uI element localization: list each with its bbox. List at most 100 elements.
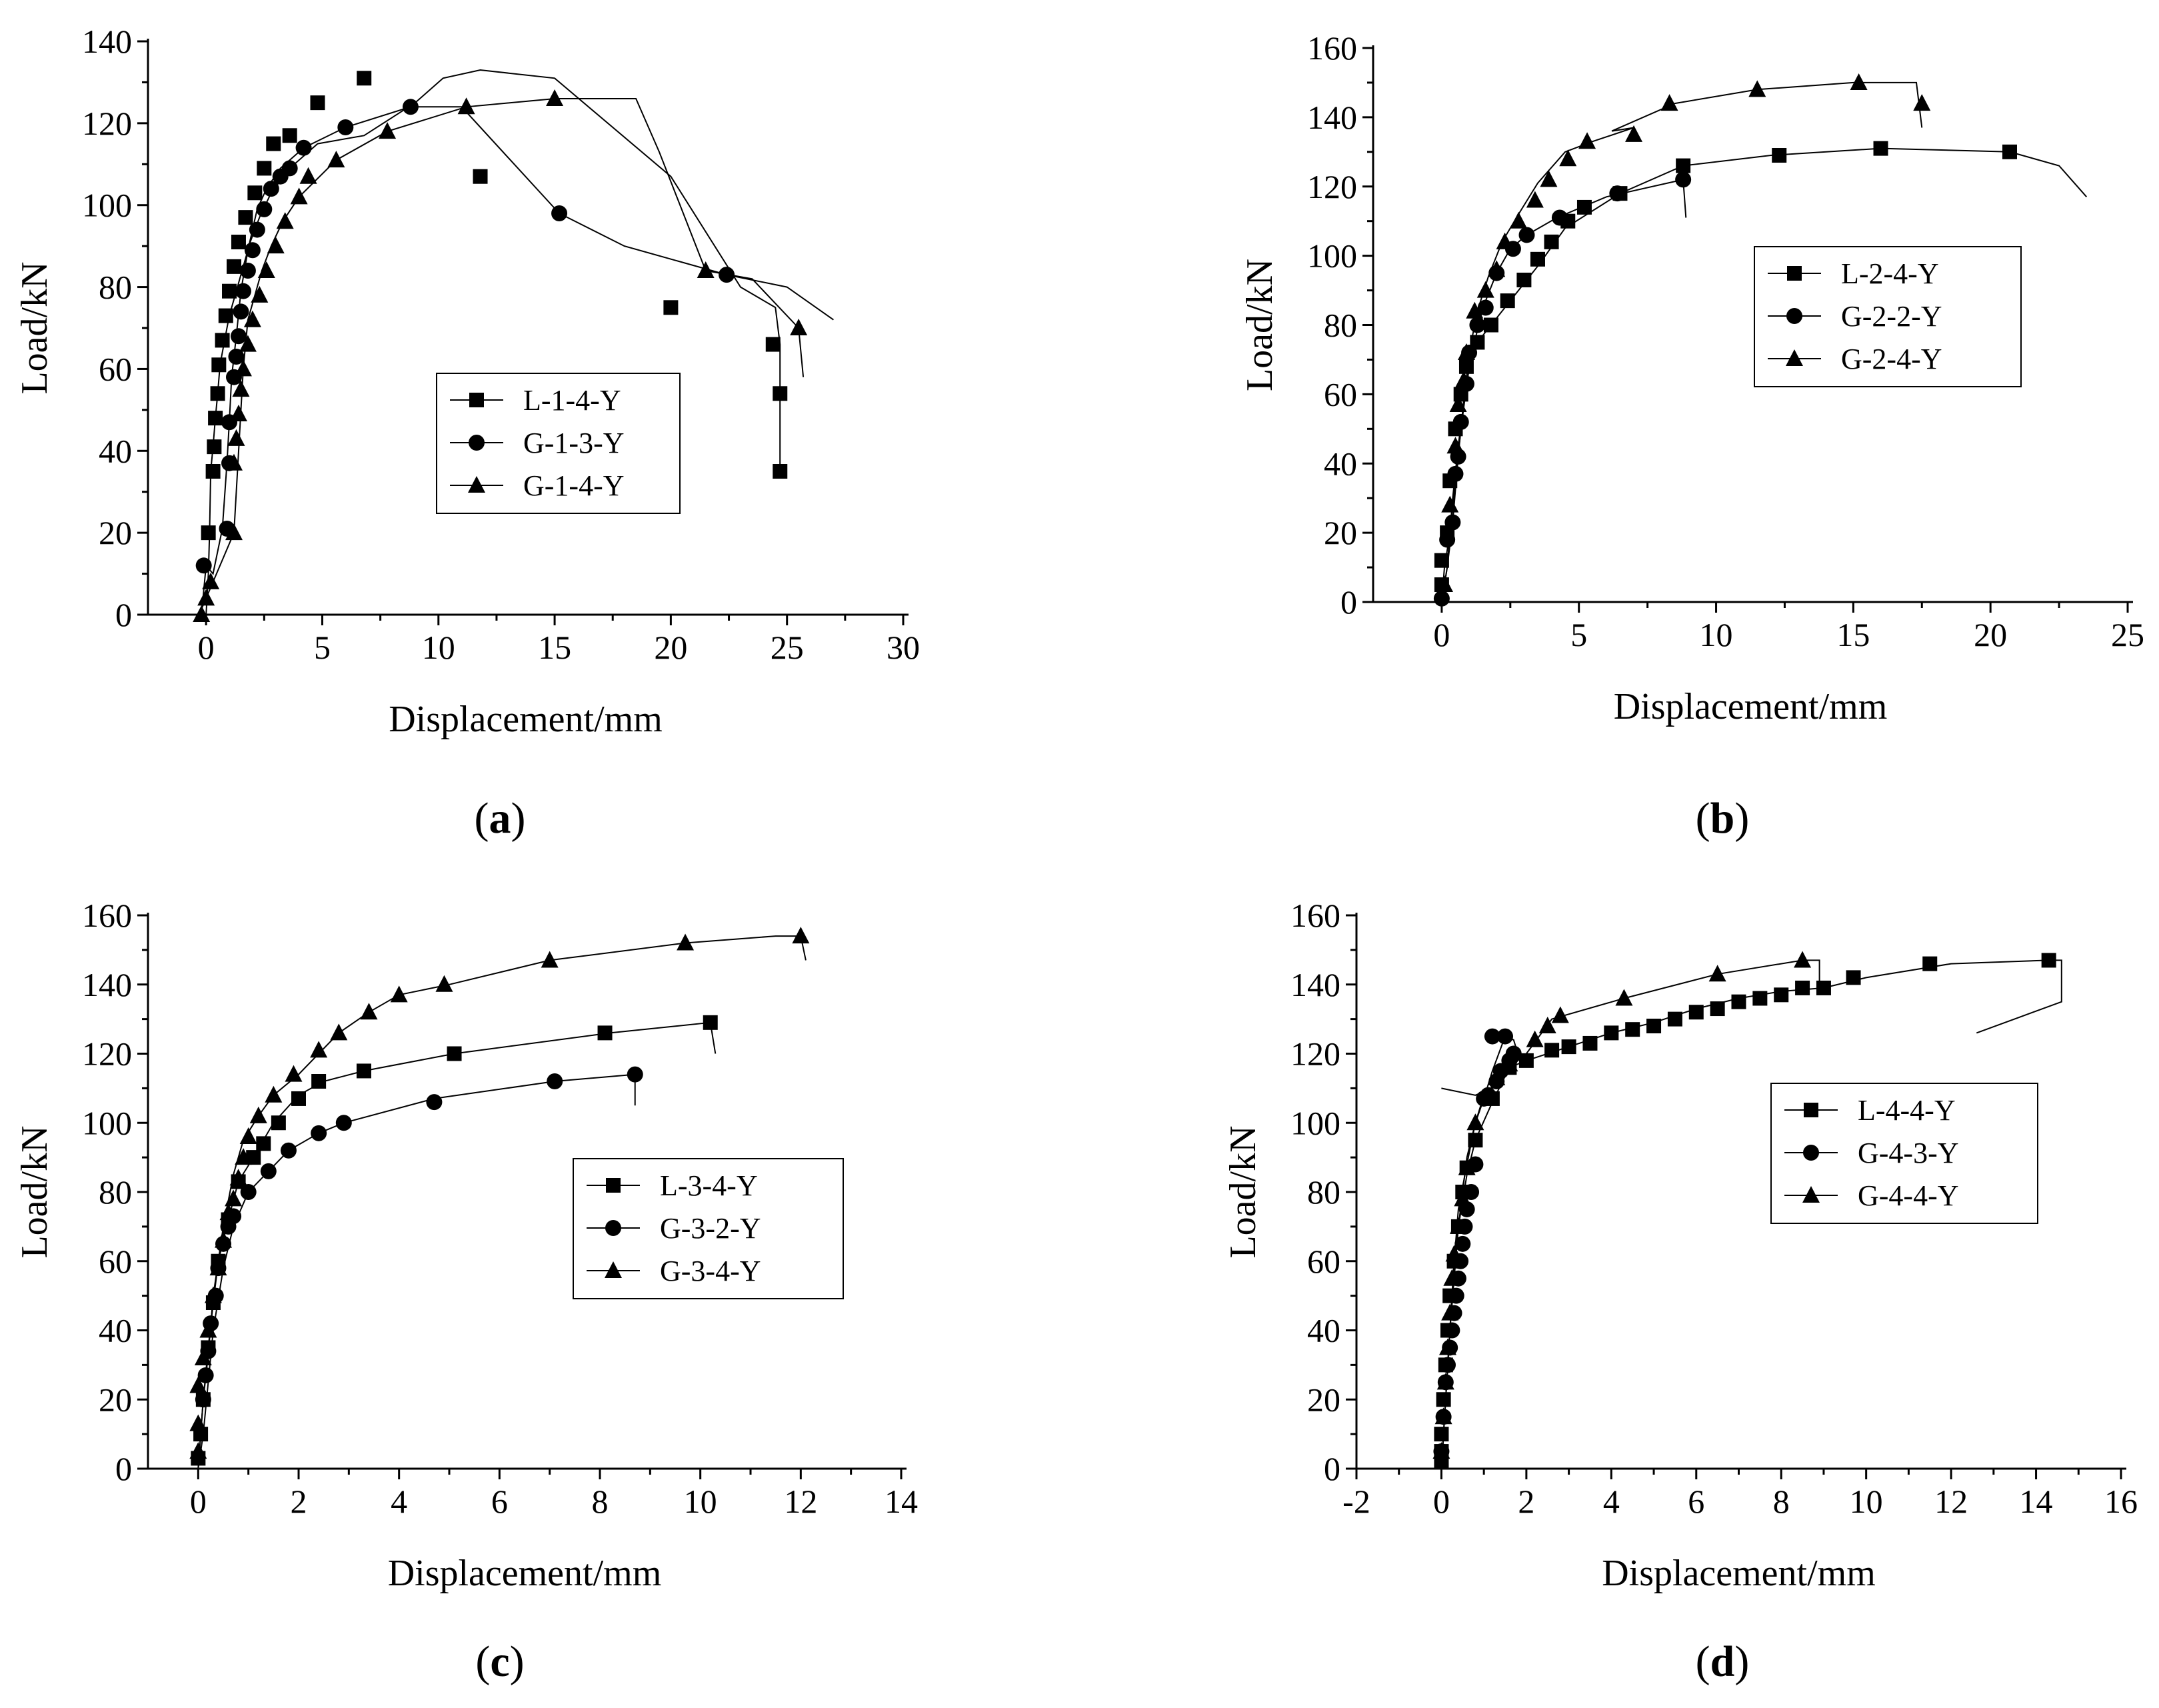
circle-marker [239,263,256,279]
y-tick-label: 120 [1290,1035,1340,1073]
y-tick-label: 0 [115,1450,132,1487]
x-tick-label: 15 [1836,616,1870,653]
circle-marker [1484,1028,1500,1045]
x-tick-label: 10 [1700,616,1733,653]
triangle-marker [1441,495,1459,513]
x-axis-label: Displacement/mm [1602,1553,1876,1594]
circle-marker [263,181,279,197]
square-marker [205,464,221,479]
y-tick-label: 120 [82,1035,132,1073]
y-tick-label: 20 [1324,514,1357,551]
y-tick-label: 0 [1324,1450,1340,1487]
square-marker [1576,199,1592,215]
x-tick-label: 20 [654,629,687,666]
triangle-marker [215,1231,232,1248]
series-line [205,69,781,615]
square-marker [207,439,222,455]
y-tick-label: 100 [1307,237,1357,275]
triangle-marker [204,1286,222,1303]
y-tick-label: 140 [1290,966,1340,1003]
square-marker [1544,234,1559,249]
square-marker [1516,272,1532,287]
circle-marker [235,283,251,299]
square-marker [1846,970,1861,985]
y-axis-label: Load/kN [1239,259,1280,391]
x-tick-label: 4 [391,1483,407,1520]
legend-label: G-1-3-Y [523,427,625,459]
x-tick-label: 14 [885,1483,918,1520]
square-marker [266,136,281,151]
square-marker [257,161,272,176]
triangle-marker [189,1442,207,1459]
legend-triangle-icon [468,476,485,493]
triangle-marker [225,453,243,471]
triangle-marker [225,523,243,541]
square-marker [1774,987,1789,1003]
legend-circle-icon [1803,1145,1819,1161]
square-marker [215,333,230,348]
y-axis-label: Load/kN [14,1125,55,1258]
chart-d: -2 0 2 4 6 8 10 12 14 16020406080100120140160Disp… [1222,897,2138,1594]
triangle-marker [1578,132,1596,149]
circle-marker [228,349,245,365]
square-marker [1688,1005,1704,1020]
triangle-marker [1488,1068,1506,1085]
triangle-marker [1496,232,1514,249]
x-tick-label: 20 [1974,616,2007,653]
circle-marker [260,1163,277,1179]
series-line [201,106,834,615]
triangle-marker [267,237,285,254]
square-marker [1530,251,1545,267]
square-marker [282,128,297,143]
legend-square-icon [1804,1103,1818,1117]
triangle-marker [1708,965,1726,982]
triangle-marker [379,122,397,139]
y-tick-label: 120 [1307,168,1357,205]
y-tick-label: 80 [1324,307,1357,344]
y-tick-label: 40 [99,432,132,469]
circle-marker [1518,227,1535,243]
series-line [1440,179,1687,603]
triangle-marker [199,1321,217,1338]
triangle-marker [677,933,695,951]
square-marker [218,308,233,323]
x-tick-label: 5 [1570,616,1587,653]
square-marker [238,210,253,225]
legend-triangle-icon [1786,349,1803,366]
square-marker [1922,956,1938,971]
triangle-marker [1794,951,1812,968]
circle-marker [195,557,212,574]
triangle-marker [251,285,269,303]
triangle-marker [285,1065,303,1082]
square-marker [1676,158,1691,173]
circle-marker [1497,1028,1514,1045]
circle-marker [1469,317,1486,333]
triangle-marker [194,1349,212,1365]
series-line [197,1073,636,1469]
triangle-marker [1615,989,1633,1006]
circle-marker [337,119,354,135]
legend-square-icon [606,1178,621,1193]
series-line [1440,81,1923,603]
legend-label: L-1-4-Y [523,384,621,417]
triangle-marker [1540,170,1558,187]
square-marker [247,185,263,201]
circle-marker [280,1142,297,1159]
triangle-marker [202,572,220,589]
triangle-marker [1526,1030,1544,1047]
legend-label: L-3-4-Y [660,1169,758,1202]
square-marker [291,1091,306,1106]
y-axis-label: Load/kN [14,261,55,394]
caption-c: (c) [475,1637,525,1686]
triangle-marker [227,429,245,446]
triangle-marker [239,335,257,352]
circle-marker [281,160,298,177]
triangle-marker [235,1148,253,1165]
y-tick-label: 0 [115,596,132,633]
circle-marker [1551,209,1568,226]
legend: L-4-4-Y G-4-3-Y G-4-4-Y [1770,1083,2038,1224]
triangle-marker [249,1106,267,1123]
square-marker [1873,141,1888,156]
legend: L-2-4-Y G-2-2-Y G-2-4-Y [1754,246,2022,387]
x-tick-label: 8 [592,1483,609,1520]
